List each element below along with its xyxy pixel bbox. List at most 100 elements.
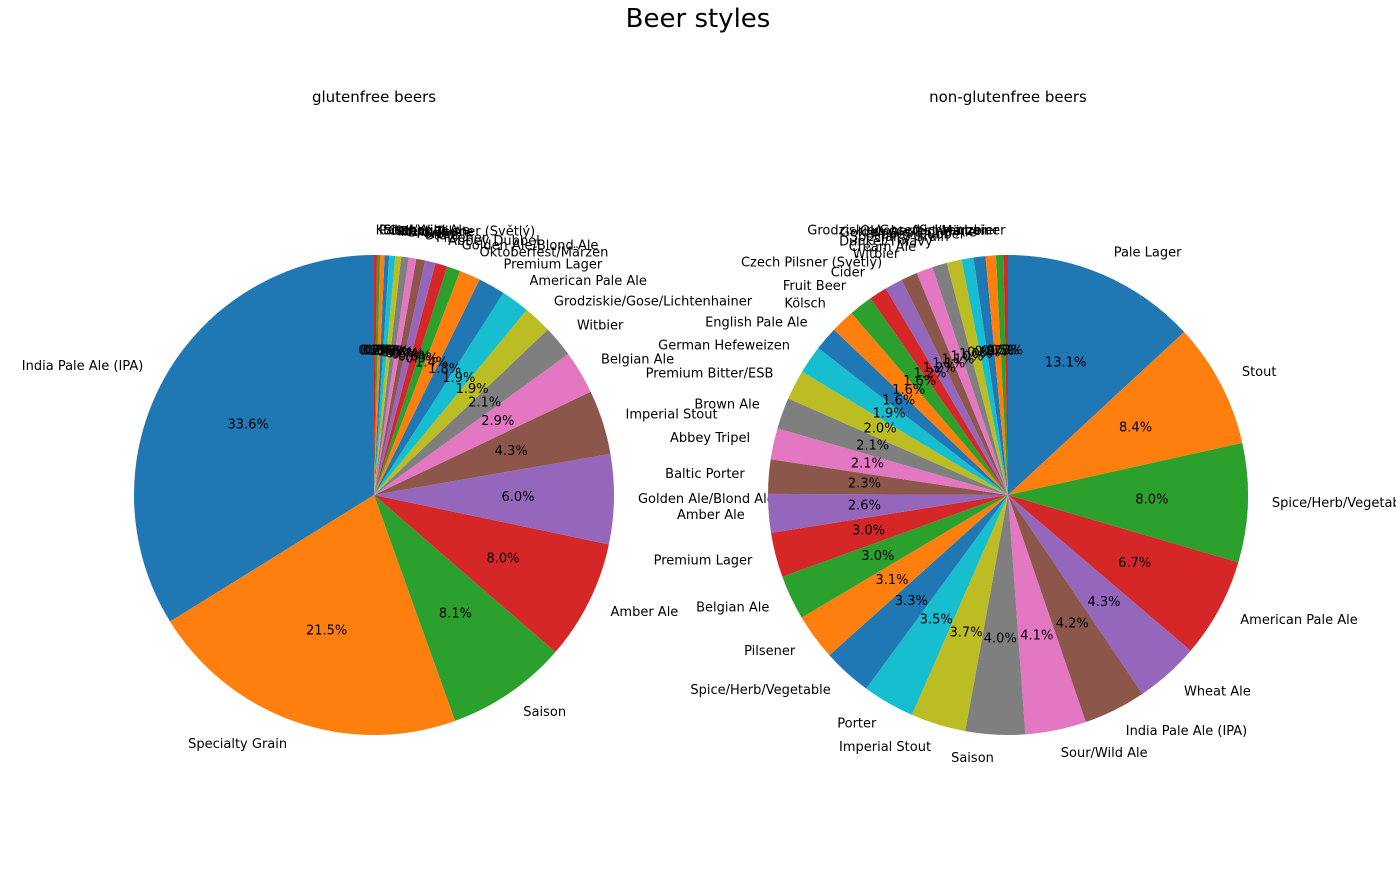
pie-category-label: Imperial Stout bbox=[626, 407, 718, 422]
pie-slice-specialty-grain bbox=[946, 259, 1008, 495]
pie-slice-cream-ale bbox=[916, 267, 1008, 495]
pie-category-label: English Pale Ale bbox=[705, 316, 808, 331]
pie-slice-sour-wild-ale bbox=[1008, 495, 1086, 735]
pie-category-label: Oktoberfest/Märzen bbox=[860, 224, 989, 239]
pie-slice-english-pale-ale bbox=[818, 329, 1008, 495]
pie-category-label: Stout bbox=[425, 229, 460, 244]
pie-pct-label: 3.3% bbox=[895, 594, 928, 609]
pie-pct-label: 2.1% bbox=[851, 457, 884, 472]
pie-pct-label: 1.0% bbox=[950, 349, 983, 364]
pie-pct-label: 1.0% bbox=[959, 347, 992, 362]
pie-category-label: India Pale Ale (IPA) bbox=[1126, 724, 1248, 739]
pie-chart-glutenfree: glutenfree beers 33.6% India Pale Ale (IP… bbox=[22, 88, 775, 752]
pie-pct-label: 1.6% bbox=[892, 383, 925, 398]
pie-pct-label: 0.8% bbox=[398, 349, 431, 364]
pie-pct-label: 2.1% bbox=[856, 438, 889, 453]
pie-category-label: Golden Ale/Blond Ale bbox=[462, 238, 599, 253]
pie-slice-brown-ale bbox=[374, 256, 409, 495]
pie-category-label: Sour/Wild Ale bbox=[383, 224, 470, 239]
pie-pct-label: 8.4% bbox=[1119, 421, 1152, 436]
pie-category-label: Amber Ale bbox=[611, 605, 679, 620]
pie-category-label: Spice/Herb/Vegetable bbox=[690, 683, 830, 698]
pie-slice-grodziskie-gose-lichtenhainer bbox=[1003, 255, 1008, 495]
pie-slice-premium-lager bbox=[771, 495, 1008, 577]
pie-pct-label: 1.6% bbox=[882, 394, 915, 409]
pie-pct-label: 0.7% bbox=[981, 344, 1014, 359]
pie-slice-czech-pilsner-sv-tl bbox=[885, 279, 1008, 495]
pie-category-label: Czech Pilsner (Světlý) bbox=[741, 255, 882, 270]
pie-slice-premium-lager bbox=[374, 279, 504, 495]
pie-category-label: Specialty Grain bbox=[188, 737, 287, 752]
pie-category-label: Abbey Dubbel bbox=[448, 234, 540, 249]
pie-slice-porter bbox=[374, 257, 417, 495]
pie-slice-amber-ale bbox=[374, 495, 609, 653]
pie-slice-spice-herb-vegetable bbox=[829, 495, 1008, 689]
pie-slice-golden-ale-blond-ale bbox=[973, 256, 1008, 495]
pie-pct-label: 8.0% bbox=[1135, 492, 1168, 507]
pie-category-label: German Hefeweizen bbox=[658, 339, 790, 354]
pie-category-label: Amber Ale bbox=[677, 508, 745, 523]
pie-pct-label: 0.3% bbox=[990, 344, 1023, 359]
pie-pct-label: 0.7% bbox=[391, 348, 424, 363]
pie-slice-belgian-ale bbox=[782, 495, 1008, 618]
pie-pct-label: 1.2% bbox=[923, 361, 956, 376]
pie-slice-stout bbox=[1008, 331, 1243, 495]
pie-pct-label: 0.6% bbox=[386, 346, 419, 361]
pie-category-label: Cider bbox=[831, 266, 866, 281]
pie-slice-saison bbox=[374, 495, 556, 721]
pie-category-label: Pale Lager bbox=[379, 224, 447, 239]
pie-pct-label: 1.9% bbox=[456, 382, 489, 397]
pie-pct-label: 4.1% bbox=[1020, 629, 1053, 644]
pie-category-label: Cream Ale bbox=[849, 240, 916, 255]
pie-pct-label: 33.6% bbox=[228, 417, 269, 432]
pie-pct-label: 3.1% bbox=[875, 573, 908, 588]
pie-slice-fruit-beer bbox=[374, 255, 402, 495]
pie-slice-witbier bbox=[901, 273, 1008, 495]
pie-pct-label: 13.1% bbox=[1045, 356, 1086, 371]
pie-pct-label: 4.3% bbox=[1087, 595, 1120, 610]
pie-category-label: Golden Ale/Blond Ale bbox=[840, 225, 977, 240]
pie-slice-india-pale-ale-ipa bbox=[133, 255, 374, 622]
pie-category-label: Porter bbox=[416, 227, 456, 242]
pie-slice-specialty-grain bbox=[170, 495, 456, 736]
pie-category-label: Witbier bbox=[853, 247, 900, 262]
pie-pct-label: 1.9% bbox=[873, 406, 906, 421]
pie-category-label: Fruit Beer bbox=[401, 225, 465, 240]
pie-pct-label: 4.2% bbox=[1056, 616, 1089, 631]
pie-category-label: Stout bbox=[1242, 365, 1277, 380]
pie-pct-label: 0.5% bbox=[376, 345, 409, 360]
pie-category-label: Abbey Dubbel bbox=[872, 227, 964, 242]
pie-category-label: Belgian Ale bbox=[696, 600, 769, 615]
pie-slice-abbey-tripel bbox=[770, 428, 1008, 495]
pie-pct-label: 2.0% bbox=[864, 421, 897, 436]
pie-slice-amber-ale bbox=[768, 493, 1008, 533]
pie-slice-stout bbox=[374, 258, 426, 495]
pie-slice-cider bbox=[374, 255, 390, 495]
pie-category-label: Pale Lager bbox=[1114, 246, 1182, 261]
pie-category-label: Grodziskie/Gose/Lichtenhainer bbox=[554, 294, 753, 309]
pie-pct-label: 4.3% bbox=[495, 444, 528, 459]
pie-category-label: Abbey Tripel bbox=[670, 431, 750, 446]
chart-suptitle: Beer styles bbox=[625, 4, 771, 34]
pie-slice-brown-ale bbox=[777, 398, 1008, 495]
pie-category-label: Brown Ale bbox=[408, 226, 473, 241]
pie-category-label: Dunkel/Tmavý bbox=[839, 234, 933, 249]
pie-slice-pale-lager bbox=[1008, 255, 1185, 495]
pie-pct-label: 3.0% bbox=[852, 524, 885, 539]
pie-pct-label: 0.3% bbox=[365, 344, 398, 359]
pie-category-label: Pilsener bbox=[436, 231, 488, 246]
pie-pct-label: 1.6% bbox=[903, 374, 936, 389]
pie-pct-label: 3.7% bbox=[950, 625, 983, 640]
pie-slice-premium-bitter-esb bbox=[788, 371, 1008, 495]
pie-pct-label: 1.4% bbox=[415, 356, 448, 371]
pie-category-label: Schwarzbier bbox=[919, 224, 999, 239]
pie-category-label: Grodziskie/Gose/Lichtenhainer bbox=[807, 224, 1006, 239]
pie-pct-label: 1.1% bbox=[932, 356, 965, 371]
pie-category-label: Kölsch bbox=[784, 296, 826, 311]
pie-slice-pilsener bbox=[374, 260, 436, 495]
pie-chart-non-glutenfree: non-glutenfree beers 13.1% Pale Lager 8.4%… bbox=[646, 88, 1396, 766]
pie-pct-label: 6.0% bbox=[501, 490, 534, 505]
pie-slice-imperial-stout bbox=[911, 495, 1008, 732]
pie-category-label: India Pale Ale (IPA) bbox=[22, 359, 144, 374]
pie-category-label: Porter bbox=[837, 716, 877, 731]
